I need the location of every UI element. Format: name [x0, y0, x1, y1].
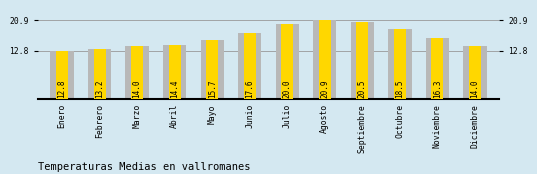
Bar	[93, 49, 106, 99]
Text: 18.5: 18.5	[395, 79, 404, 98]
Bar	[275, 24, 299, 99]
Bar	[357, 22, 368, 99]
Text: 20.5: 20.5	[358, 79, 367, 98]
Bar	[469, 46, 481, 99]
Bar	[351, 22, 374, 99]
Bar	[200, 40, 224, 99]
Bar	[56, 51, 68, 99]
Bar	[238, 33, 262, 99]
Text: 20.0: 20.0	[283, 79, 292, 98]
Bar	[244, 33, 256, 99]
Bar	[394, 29, 406, 99]
Bar	[126, 46, 149, 99]
Bar	[388, 29, 411, 99]
Bar	[463, 46, 487, 99]
Bar	[163, 45, 186, 99]
Bar	[313, 20, 337, 99]
Bar	[281, 24, 293, 99]
Text: 15.7: 15.7	[208, 79, 217, 98]
Text: 16.3: 16.3	[433, 79, 442, 98]
Bar	[206, 40, 218, 99]
Text: 14.4: 14.4	[170, 79, 179, 98]
Text: Temperaturas Medias en vallromanes: Temperaturas Medias en vallromanes	[38, 162, 250, 172]
Text: 17.6: 17.6	[245, 79, 254, 98]
Bar	[88, 49, 111, 99]
Text: 14.0: 14.0	[133, 79, 142, 98]
Text: 20.9: 20.9	[320, 79, 329, 98]
Bar	[319, 20, 331, 99]
Bar	[169, 45, 180, 99]
Text: 12.8: 12.8	[57, 79, 67, 98]
Text: 13.2: 13.2	[95, 79, 104, 98]
Bar	[131, 46, 143, 99]
Bar	[431, 38, 444, 99]
Text: 14.0: 14.0	[470, 79, 480, 98]
Bar	[426, 38, 449, 99]
Bar	[50, 51, 74, 99]
